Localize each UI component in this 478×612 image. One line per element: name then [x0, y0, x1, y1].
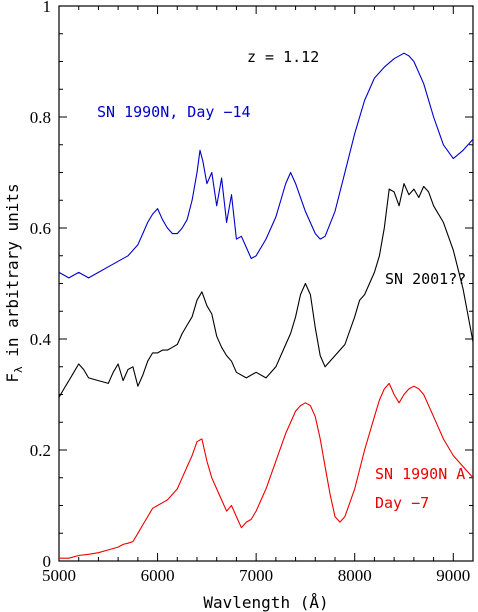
- y-axis-title-subscript: λ: [12, 366, 25, 373]
- y-tick-label: 0.4: [30, 330, 52, 349]
- y-axis-title-main: F: [3, 373, 22, 383]
- y-tick-label: 0.8: [30, 108, 51, 127]
- black-series-label: SN 2001??: [385, 270, 466, 288]
- x-tick-label: 9000: [436, 566, 470, 585]
- series-line-0: [58, 52, 474, 279]
- x-tick-label: 8000: [338, 566, 372, 585]
- y-tick-label: 1: [43, 0, 52, 16]
- y-axis-title: Fλ in arbitrary units: [3, 183, 25, 382]
- x-tick-label: 6000: [141, 566, 175, 585]
- y-axis-title-rest: in arbitrary units: [3, 183, 22, 366]
- series-line-2: [59, 382, 474, 559]
- series-group: [58, 52, 474, 559]
- red-series-label-line1: SN 1990N A: [375, 465, 465, 483]
- x-tick-label: 5000: [42, 566, 76, 585]
- axis-ticks: 5000 6000 7000 8000 9000 0 0.2 0.4 0.6 0.8 1: [30, 0, 474, 585]
- y-tick-label: 0.6: [30, 219, 51, 238]
- red-series-label-line2: Day −7: [375, 494, 429, 512]
- redshift-annotation: z = 1.12: [247, 48, 319, 66]
- blue-series-label: SN 1990N, Day −14: [97, 103, 251, 121]
- x-axis-title: Wavlength (Å): [203, 593, 328, 612]
- series-line-1: [58, 183, 474, 398]
- y-tick-label: 0.2: [30, 441, 51, 460]
- y-tick-label: 0: [43, 552, 52, 571]
- x-tick-label: 7000: [239, 566, 273, 585]
